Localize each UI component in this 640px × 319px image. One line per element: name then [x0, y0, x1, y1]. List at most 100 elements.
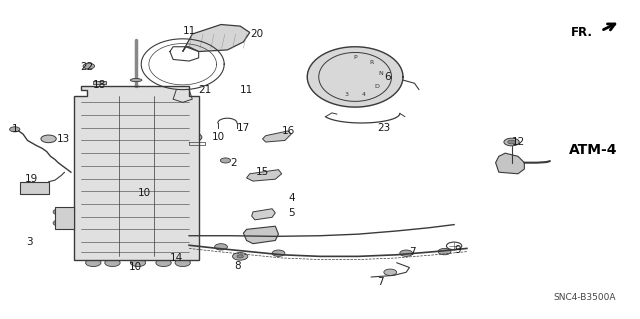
Polygon shape — [243, 226, 278, 244]
Text: 14: 14 — [170, 253, 183, 263]
Text: 18: 18 — [93, 80, 106, 90]
Polygon shape — [262, 131, 291, 142]
Circle shape — [161, 177, 173, 183]
Text: 10: 10 — [211, 132, 225, 142]
Text: 19: 19 — [25, 174, 38, 183]
Circle shape — [156, 174, 178, 186]
Text: 13: 13 — [57, 134, 70, 144]
Circle shape — [119, 193, 151, 209]
Circle shape — [508, 140, 515, 144]
Circle shape — [53, 209, 66, 215]
Circle shape — [88, 176, 111, 188]
Text: 10: 10 — [129, 263, 141, 272]
Text: 17: 17 — [237, 123, 250, 133]
Circle shape — [127, 219, 143, 227]
Circle shape — [41, 135, 56, 143]
Text: 4: 4 — [288, 193, 294, 203]
Text: 3: 3 — [26, 237, 33, 247]
Polygon shape — [74, 86, 198, 260]
Circle shape — [53, 220, 66, 226]
Circle shape — [161, 107, 173, 114]
Circle shape — [162, 230, 172, 235]
Circle shape — [90, 220, 109, 229]
Circle shape — [95, 137, 104, 141]
Circle shape — [214, 244, 227, 250]
Text: 7: 7 — [378, 277, 384, 287]
Circle shape — [127, 130, 143, 138]
Circle shape — [161, 125, 173, 130]
Circle shape — [154, 156, 179, 169]
Circle shape — [119, 126, 151, 142]
Text: 4: 4 — [362, 92, 366, 97]
Circle shape — [90, 134, 109, 144]
Text: 11: 11 — [182, 26, 196, 36]
Circle shape — [400, 250, 413, 256]
Circle shape — [188, 135, 196, 139]
Circle shape — [157, 228, 176, 237]
Circle shape — [90, 163, 109, 172]
Text: 16: 16 — [282, 126, 295, 136]
Text: 6: 6 — [384, 72, 390, 82]
Circle shape — [163, 247, 171, 250]
Circle shape — [95, 151, 104, 156]
Circle shape — [129, 241, 141, 247]
Circle shape — [237, 255, 243, 258]
Circle shape — [156, 122, 178, 133]
Circle shape — [220, 158, 230, 163]
Polygon shape — [246, 170, 282, 181]
Circle shape — [156, 192, 178, 203]
Text: ATM-4: ATM-4 — [569, 143, 618, 157]
Circle shape — [156, 209, 178, 221]
Circle shape — [131, 259, 146, 267]
Circle shape — [10, 127, 20, 132]
Polygon shape — [307, 47, 403, 107]
Text: 1: 1 — [12, 124, 19, 134]
Text: P: P — [353, 56, 357, 60]
Text: 8: 8 — [234, 261, 241, 271]
Ellipse shape — [131, 78, 142, 82]
Circle shape — [438, 249, 451, 255]
Circle shape — [90, 205, 109, 215]
Text: 22: 22 — [81, 63, 94, 72]
Polygon shape — [182, 25, 250, 51]
Circle shape — [90, 234, 109, 244]
Circle shape — [117, 106, 153, 124]
Circle shape — [86, 259, 101, 267]
Text: 2: 2 — [230, 158, 237, 168]
Polygon shape — [20, 182, 49, 195]
Circle shape — [175, 259, 190, 267]
Circle shape — [384, 269, 397, 275]
Circle shape — [161, 160, 173, 166]
Circle shape — [95, 222, 104, 227]
Text: 7: 7 — [410, 247, 416, 256]
Circle shape — [92, 246, 108, 254]
Text: 10: 10 — [138, 188, 151, 198]
Circle shape — [95, 208, 104, 213]
Text: SNC4-B3500A: SNC4-B3500A — [553, 293, 616, 302]
Polygon shape — [252, 209, 275, 220]
Text: 11: 11 — [240, 85, 253, 95]
Circle shape — [90, 148, 109, 158]
Circle shape — [127, 197, 143, 205]
Circle shape — [95, 236, 104, 241]
Circle shape — [95, 165, 104, 170]
Circle shape — [83, 63, 95, 69]
Text: 21: 21 — [198, 85, 212, 95]
Polygon shape — [55, 207, 74, 229]
Circle shape — [86, 103, 114, 117]
Circle shape — [161, 195, 173, 200]
Circle shape — [125, 152, 145, 161]
Text: 20: 20 — [250, 29, 263, 39]
Circle shape — [122, 237, 148, 250]
Circle shape — [156, 259, 172, 267]
Text: 5: 5 — [288, 209, 294, 219]
Circle shape — [160, 142, 173, 149]
Text: 15: 15 — [256, 167, 269, 177]
Polygon shape — [495, 153, 524, 174]
Circle shape — [161, 212, 173, 218]
Circle shape — [94, 193, 106, 199]
Circle shape — [154, 104, 179, 117]
Circle shape — [232, 253, 248, 260]
Circle shape — [504, 138, 519, 146]
Circle shape — [272, 250, 285, 256]
